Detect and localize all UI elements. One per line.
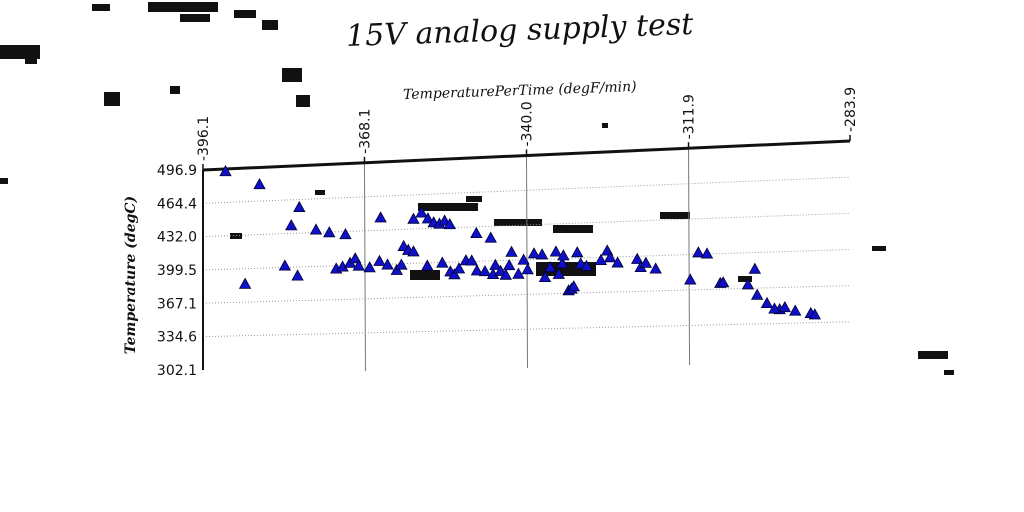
data-point-triangle xyxy=(293,200,306,212)
data-point-triangle xyxy=(421,212,435,224)
data-point-triangle xyxy=(527,247,541,259)
data-point-triangle xyxy=(407,212,420,224)
y-tick-label: 399.5 xyxy=(157,263,197,279)
data-point-triangle xyxy=(552,267,565,279)
data-point-triangle xyxy=(543,260,557,273)
data-point-triangle xyxy=(571,246,584,258)
data-point-triangle xyxy=(374,211,387,223)
x-axis-line xyxy=(202,139,851,172)
data-point-triangle xyxy=(580,259,593,271)
data-point-triangle xyxy=(421,259,434,271)
data-point-triangle xyxy=(768,302,781,314)
data-point-triangle xyxy=(567,280,580,292)
data-point-triangle xyxy=(535,248,549,260)
chart-noise-specks xyxy=(0,2,954,375)
data-point-triangle xyxy=(352,259,365,271)
data-point-triangle xyxy=(538,270,552,282)
data-point-triangle xyxy=(789,304,802,316)
data-point-triangle xyxy=(448,268,461,280)
data-point-triangle xyxy=(465,254,478,266)
data-point-triangle xyxy=(415,206,428,218)
x-axis-label: TemperaturePerTime (degF/min) xyxy=(403,79,637,103)
data-point-triangle xyxy=(373,254,386,266)
data-point-triangle xyxy=(778,300,792,313)
data-point-triangle xyxy=(478,264,492,277)
x-tick-label: -396.1 xyxy=(196,116,212,161)
data-point-triangle xyxy=(503,258,516,271)
data-point-triangle xyxy=(381,258,394,270)
data-point-triangle xyxy=(549,245,563,257)
x-tick-label: -283.9 xyxy=(843,87,859,132)
data-point-triangle xyxy=(494,264,507,276)
y-tick-label: 464.4 xyxy=(157,196,197,212)
x-gridline xyxy=(363,162,366,372)
data-point-triangle xyxy=(557,249,570,261)
chart-title: 15V analog supply test xyxy=(345,7,694,54)
data-point-triangle xyxy=(219,165,232,177)
y-tick-label: 496.9 xyxy=(157,163,197,179)
data-point-triangle xyxy=(443,218,456,230)
y-tick-label: 334.6 xyxy=(157,330,197,346)
y-tick-label: 302.1 xyxy=(157,363,197,379)
data-point-triangle xyxy=(323,226,336,238)
data-point-triangle xyxy=(521,263,534,275)
data-point-triangle xyxy=(556,257,569,269)
x-gridline xyxy=(688,148,691,365)
data-point-triangle xyxy=(484,231,497,243)
data-point-triangle xyxy=(741,278,755,290)
data-point-triangle xyxy=(339,227,352,240)
y-tick-label: 367.1 xyxy=(157,296,197,312)
data-point-triangle xyxy=(750,288,764,300)
x-tick-label: -340.0 xyxy=(520,101,536,146)
data-point-triangle xyxy=(238,277,252,289)
data-point-triangle xyxy=(309,223,323,235)
data-point-triangle xyxy=(611,256,624,268)
data-point-triangle xyxy=(499,268,512,280)
data-point-triangle xyxy=(716,276,730,288)
x-tick-label: -368.1 xyxy=(357,109,373,154)
data-point-triangle xyxy=(692,246,705,258)
data-point-triangle xyxy=(631,252,644,264)
data-point-triangle xyxy=(505,245,518,257)
data-point-triangle xyxy=(278,259,292,271)
data-point-triangle xyxy=(349,252,362,264)
data-point-triangle xyxy=(684,273,697,285)
data-point-triangle xyxy=(436,256,449,268)
data-point-triangle xyxy=(512,267,525,279)
data-point-triangle xyxy=(748,262,762,274)
data-point-triangle xyxy=(253,178,266,190)
data-point-triangle xyxy=(594,253,608,266)
data-point-triangle xyxy=(700,247,714,259)
data-point-triangle xyxy=(407,245,420,257)
y-gridline xyxy=(202,321,851,338)
data-point-triangle xyxy=(285,219,298,231)
data-point-triangle xyxy=(470,264,484,276)
data-point-triangle xyxy=(291,269,304,281)
data-point-triangle xyxy=(489,258,502,270)
data-point-triangle xyxy=(470,226,483,238)
data-point-triangle xyxy=(639,256,653,268)
data-point-triangle xyxy=(363,261,376,273)
x-tick-label: -311.9 xyxy=(682,94,698,139)
data-point-triangle xyxy=(603,251,617,263)
y-axis-label: Temperature (degC) xyxy=(123,196,139,354)
data-point-triangle xyxy=(452,262,466,274)
data-point-triangle xyxy=(760,296,774,308)
data-point-triangle xyxy=(395,258,408,270)
data-point-triangle xyxy=(517,253,530,265)
y-tick-label: 432.0 xyxy=(157,230,197,246)
data-point-triangle xyxy=(808,308,822,320)
data-point-triangle xyxy=(649,262,662,274)
